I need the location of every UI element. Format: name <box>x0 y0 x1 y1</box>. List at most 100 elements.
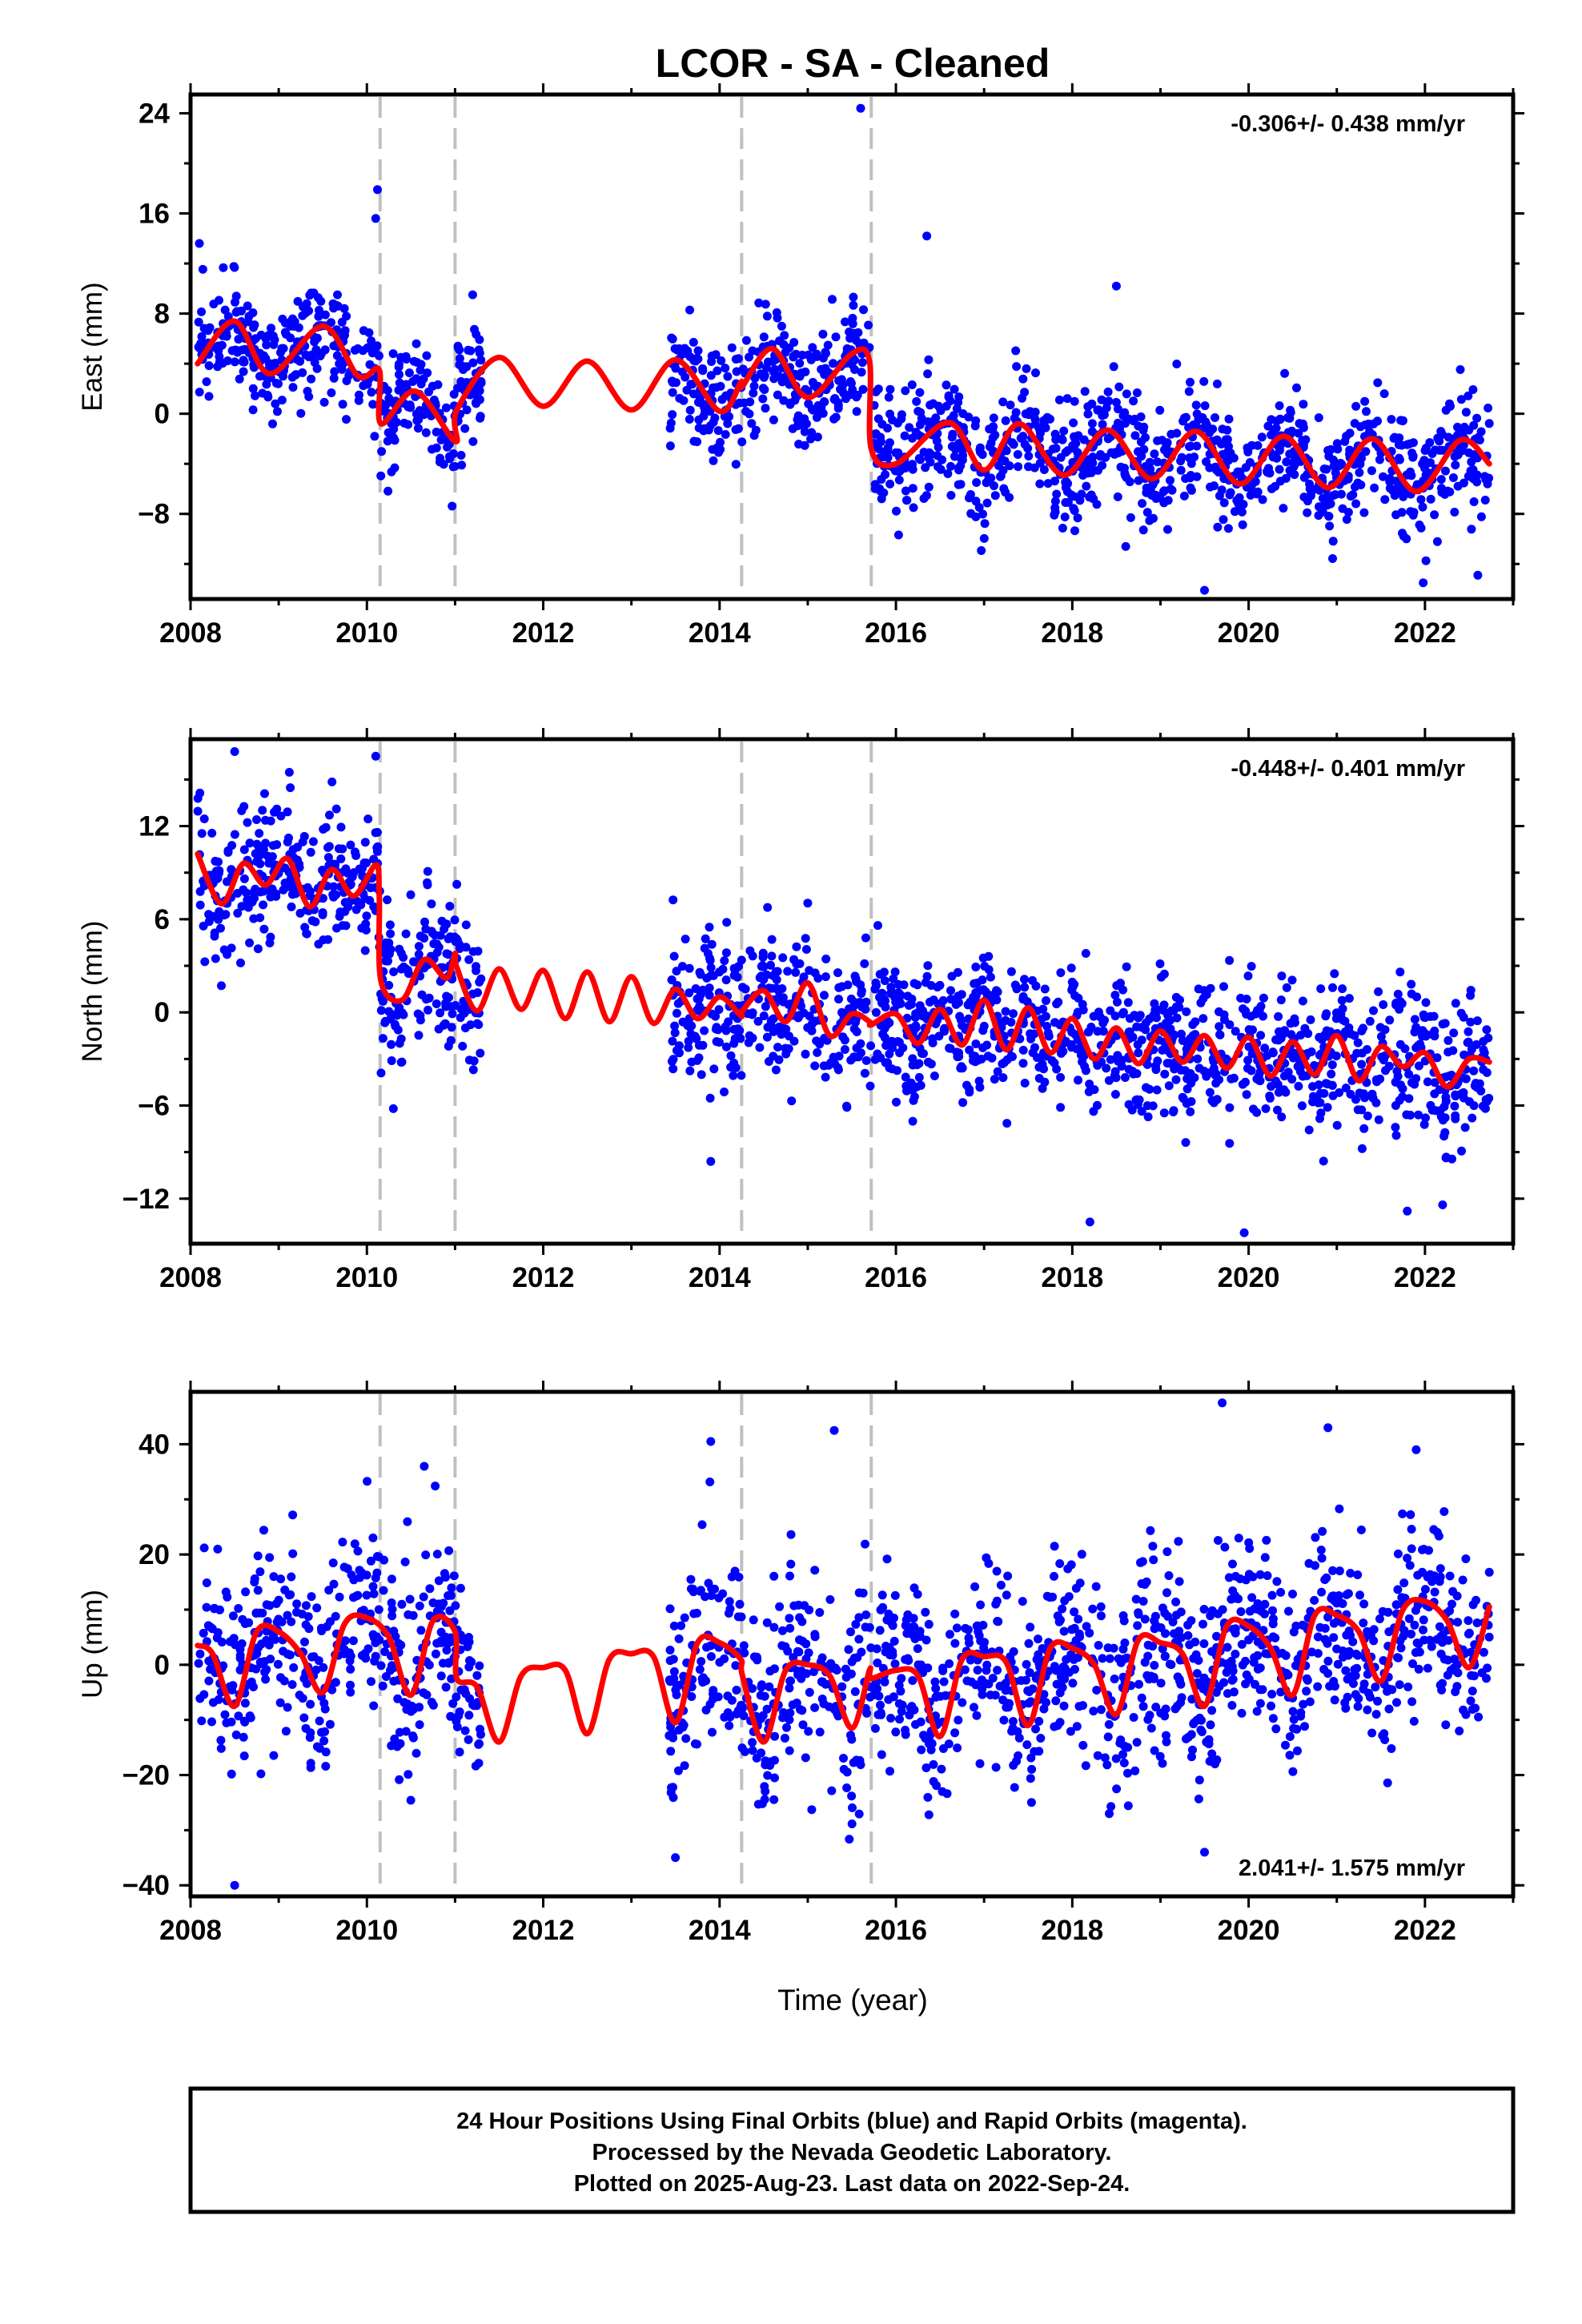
data-point <box>667 1056 677 1066</box>
data-point <box>1134 1679 1143 1689</box>
data-point <box>468 436 478 446</box>
data-point <box>475 1661 484 1671</box>
data-point <box>1145 516 1154 525</box>
data-point <box>464 1055 474 1065</box>
data-point <box>1466 466 1476 476</box>
data-point <box>1373 378 1383 388</box>
data-point <box>371 1651 380 1661</box>
data-point <box>795 359 805 368</box>
data-point <box>1381 1066 1390 1076</box>
data-point <box>1340 1016 1350 1026</box>
data-point <box>1384 1704 1394 1714</box>
data-point <box>1285 1751 1295 1760</box>
data-point <box>256 1769 266 1779</box>
data-point <box>325 810 334 820</box>
data-point <box>1351 499 1361 509</box>
data-point <box>854 1809 864 1819</box>
data-point <box>303 883 312 892</box>
data-point <box>306 847 315 857</box>
data-point <box>431 1649 440 1659</box>
data-point <box>467 1657 476 1667</box>
data-point <box>1166 485 1175 493</box>
data-point <box>1080 387 1090 396</box>
data-point <box>238 357 247 367</box>
data-point <box>248 405 258 415</box>
data-point <box>760 1691 769 1701</box>
data-point <box>990 1075 999 1084</box>
data-point <box>1283 413 1292 423</box>
data-point <box>1243 1055 1253 1065</box>
data-point <box>227 841 237 850</box>
data-point <box>378 1034 387 1043</box>
data-point <box>1441 1152 1451 1162</box>
data-point <box>701 407 710 416</box>
data-point <box>705 1478 715 1486</box>
data-point <box>950 384 959 394</box>
data-point <box>880 1023 889 1033</box>
data-point <box>281 329 291 339</box>
data-point <box>216 1735 226 1745</box>
data-point <box>741 984 750 994</box>
data-point <box>1232 496 1242 505</box>
data-point <box>1402 534 1411 544</box>
data-point <box>680 1613 689 1622</box>
data-point <box>923 369 933 379</box>
data-point <box>815 1608 825 1617</box>
data-point <box>194 317 203 327</box>
data-point <box>1317 1554 1327 1563</box>
data-point <box>950 452 959 461</box>
data-point <box>873 384 883 394</box>
data-point <box>852 407 861 416</box>
data-point <box>370 432 379 441</box>
data-point <box>1410 1620 1419 1630</box>
data-point <box>1097 395 1106 404</box>
data-point <box>436 1627 446 1637</box>
data-point <box>368 400 378 409</box>
data-point <box>1018 374 1028 384</box>
data-point <box>363 814 373 824</box>
data-point <box>1350 419 1359 428</box>
data-point <box>289 1663 299 1672</box>
data-point <box>455 354 464 364</box>
data-point <box>1109 362 1118 372</box>
data-point <box>395 1775 404 1784</box>
data-point <box>406 1795 416 1805</box>
data-point <box>1403 1206 1412 1216</box>
data-point <box>1182 1099 1191 1108</box>
data-point <box>376 1661 386 1671</box>
data-point <box>1132 1022 1142 1031</box>
data-point <box>1218 424 1227 434</box>
data-point <box>384 980 394 990</box>
data-point <box>1359 1599 1369 1609</box>
data-point <box>283 807 292 817</box>
data-point <box>759 332 769 342</box>
data-point <box>1096 1602 1106 1611</box>
data-point <box>1132 1069 1142 1079</box>
y-axis-label: North (mm) <box>77 921 108 1063</box>
data-point <box>934 443 943 452</box>
data-point <box>1261 1104 1271 1113</box>
data-point <box>1355 1088 1364 1098</box>
data-point <box>673 999 683 1008</box>
data-point <box>265 939 275 947</box>
data-point <box>302 929 311 939</box>
data-point <box>375 351 383 360</box>
data-point <box>1042 996 1050 1005</box>
data-point <box>786 1530 796 1539</box>
data-point <box>1022 1659 1031 1669</box>
data-point <box>363 1477 372 1486</box>
data-point <box>1371 1683 1380 1692</box>
data-point <box>392 1742 402 1751</box>
data-point <box>1322 492 1331 501</box>
data-point <box>989 413 998 423</box>
data-point <box>309 1652 319 1662</box>
data-point <box>386 397 396 407</box>
data-point <box>891 1727 901 1737</box>
data-point <box>1028 1048 1038 1057</box>
data-point <box>248 308 258 317</box>
x-tick-label: 2022 <box>1394 1262 1456 1293</box>
data-point <box>1183 1630 1193 1640</box>
data-point <box>1223 524 1233 533</box>
data-point <box>1138 1597 1148 1606</box>
data-point <box>1282 983 1291 992</box>
